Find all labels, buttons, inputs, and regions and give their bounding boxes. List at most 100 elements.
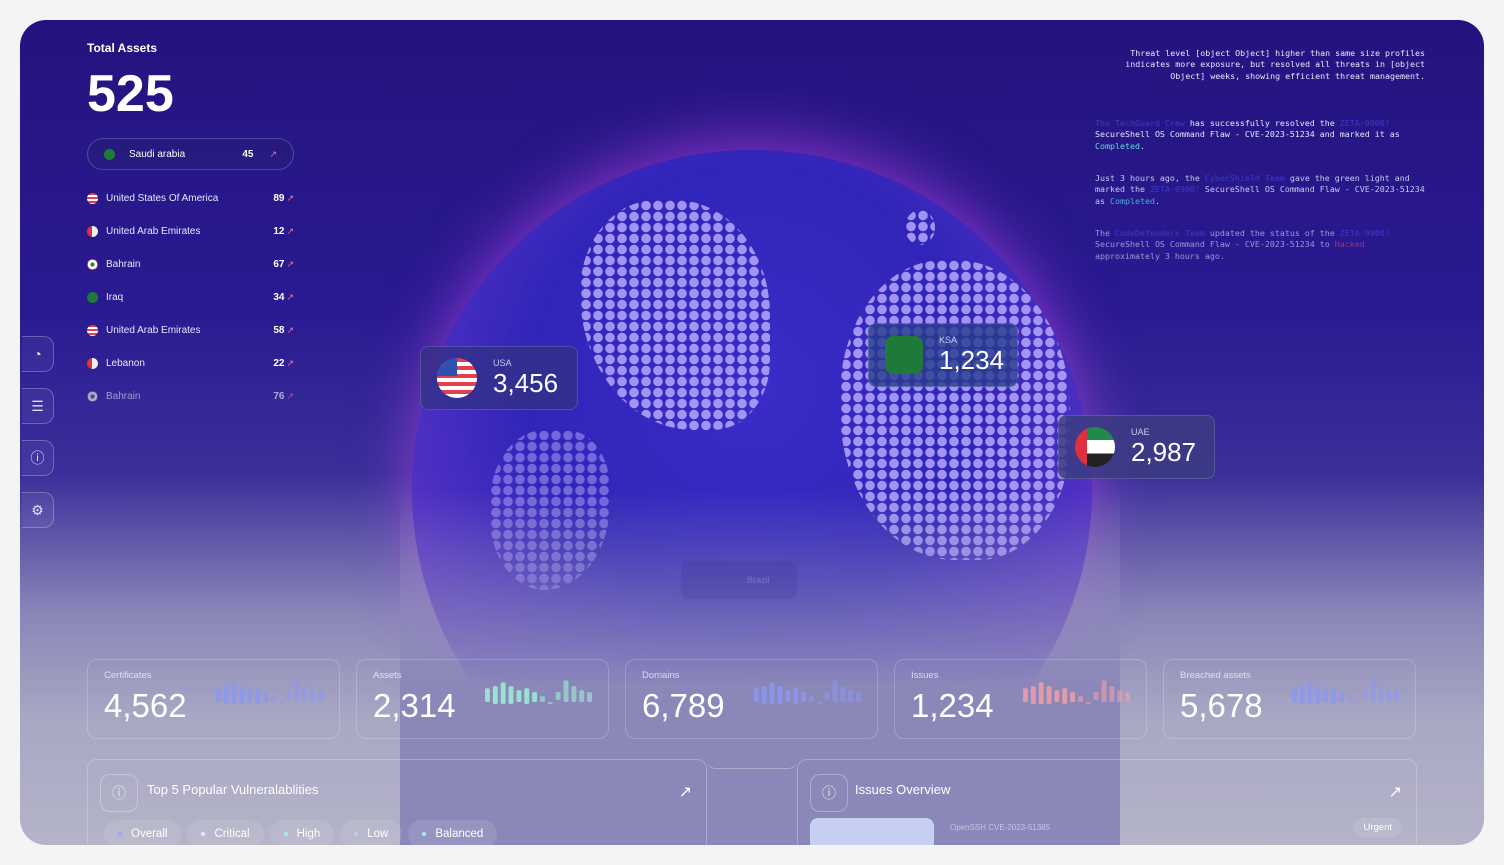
map-card-usa[interactable]: USA 3,456	[420, 346, 578, 410]
stat-label: Domains	[642, 670, 680, 681]
alert-icon: ⓘ	[810, 774, 848, 812]
country-row[interactable]: United Arab Emirates 58 ↗	[87, 322, 294, 338]
sparkline	[754, 680, 862, 704]
spark-bar	[1030, 686, 1036, 704]
log-text: SecureShell OS Command Flaw - CVE-2023-5…	[1095, 239, 1335, 250]
country-value: 12	[273, 225, 285, 237]
uae-flag-icon	[87, 357, 98, 369]
sparkline	[216, 680, 324, 704]
server-nav-button[interactable]: ☰	[22, 388, 54, 424]
spark-bar	[492, 686, 498, 704]
country-row[interactable]: Iraq 34 ↗	[87, 289, 294, 305]
gear-icon: ⚙	[31, 501, 44, 518]
issues-overview-panel: ⓘ Issues Overview ↗ OpenSSH CVE-2023-513…	[797, 759, 1417, 845]
log-text: SecureShell OS Command Flaw - CVE-2023-5…	[1095, 184, 1425, 206]
stat-card-assets[interactable]: Assets 2,314	[356, 659, 609, 739]
map-card-uae[interactable]: UAE 2,987	[1058, 415, 1215, 479]
filter-balanced[interactable]: Balanced	[408, 820, 498, 845]
spark-bar	[216, 688, 221, 702]
map-card-label: KSA	[939, 334, 958, 345]
spark-bar	[1323, 690, 1329, 702]
spark-bar	[1062, 688, 1068, 704]
ticket-id: ZETA-9900!	[1149, 184, 1200, 195]
spark-bar	[579, 690, 585, 702]
expand-arrow-icon[interactable]: ↗	[678, 784, 692, 801]
map-card-value: 2,987	[1131, 436, 1197, 467]
spark-bar	[832, 680, 838, 702]
lebanon-flag-icon	[87, 258, 98, 270]
stat-card-certificates[interactable]: Certificates 4,562	[87, 659, 340, 739]
gear-nav-button[interactable]: ⚙	[22, 492, 54, 528]
country-row[interactable]: United Arab Emirates 12 ↗	[87, 223, 294, 239]
usa-flag-icon	[437, 358, 477, 398]
country-row[interactable]: United States Of America 89 ↗	[87, 190, 294, 206]
dashboard-nav-button[interactable]: ◔	[22, 336, 54, 372]
stat-card-breached-assets[interactable]: Breached assets 5,678	[1163, 659, 1416, 739]
spark-bar	[223, 686, 229, 704]
status-completed: Completed	[1095, 140, 1140, 151]
filter-overall[interactable]: Overall	[104, 820, 182, 845]
filter-low[interactable]: Low	[340, 820, 403, 845]
map-card-label: USA	[493, 357, 512, 368]
map-card-ksa[interactable]: KSA 1,234	[868, 323, 1018, 387]
country-name: United States Of America	[106, 192, 219, 204]
stat-card-domains[interactable]: Domains 6,789	[625, 659, 878, 739]
map-europe-north	[905, 210, 935, 245]
map-card-value: 1,234	[939, 344, 1005, 375]
stat-value: 4,562	[104, 687, 187, 724]
spark-bar	[247, 690, 253, 702]
stat-label: Certificates	[104, 670, 152, 681]
vulnerabilities-panel: ⓘ Top 5 Popular Vulneralablities ↗ Overa…	[87, 759, 707, 845]
stat-card-issues[interactable]: Issues 1,234	[894, 659, 1147, 739]
filter-label: Overall	[131, 828, 168, 840]
log-text: approximately 3 hours ago.	[1095, 250, 1225, 261]
ticket-id: ZETA-9900!	[1339, 118, 1390, 128]
arrow-up-right-icon: ↗	[286, 390, 294, 401]
spark-bar	[1299, 686, 1305, 704]
stat-label: Breached assets	[1180, 670, 1251, 681]
log-entry: The TechGuard Crew has successfully reso…	[1095, 118, 1425, 152]
spark-bar	[816, 701, 822, 704]
country-value: 45	[242, 148, 254, 160]
selected-country[interactable]: Saudi arabia 45 ↗	[87, 138, 294, 170]
country-value: 76	[273, 390, 285, 402]
spark-bar	[785, 690, 791, 702]
country-row[interactable]: Bahrain 76 ↗	[87, 388, 294, 404]
map-card-value: 3,456	[493, 367, 559, 398]
filter-critical[interactable]: Critical	[187, 820, 264, 845]
country-row[interactable]: Bahrain 67 ↗	[87, 256, 294, 272]
spark-bar	[255, 688, 261, 704]
country-value: 67	[273, 258, 285, 270]
threat-summary: Threat level [object Object] higher than…	[1125, 48, 1425, 81]
alert-nav-button[interactable]: ⓘ	[22, 440, 54, 476]
lebanon-flag-icon	[87, 390, 98, 402]
panel-title: Top 5 Popular Vulneralablities	[147, 782, 319, 797]
filter-high[interactable]: High	[269, 820, 335, 845]
spark-bar	[532, 692, 538, 702]
spark-bar	[1085, 701, 1091, 704]
country-name: United Arab Emirates	[106, 225, 201, 237]
spark-bar	[1093, 692, 1099, 701]
spark-bar	[754, 688, 759, 702]
map-card-label: UAE	[1131, 426, 1150, 437]
country-value: 58	[273, 324, 285, 336]
spark-bar	[318, 692, 324, 702]
total-assets-title: Total Assets	[87, 41, 158, 55]
expand-arrow-icon[interactable]: ↗	[1388, 784, 1402, 801]
country-value: 89	[273, 192, 285, 204]
panel-title: Issues Overview	[855, 782, 951, 797]
map-card-brazil[interactable]: Brazil	[680, 560, 798, 600]
team-name: The TechGuard Crew	[1095, 118, 1185, 128]
spark-bar	[1315, 686, 1321, 704]
log-text: Just 3 hours ago, the	[1095, 173, 1205, 183]
spark-bar	[302, 686, 308, 702]
country-name: Saudi arabia	[129, 148, 186, 160]
sparkline	[1292, 680, 1400, 704]
country-row[interactable]: Lebanon 22 ↗	[87, 355, 294, 371]
log-text: .	[1139, 140, 1145, 151]
usa-flag-icon	[87, 192, 98, 204]
country-name: Bahrain	[106, 390, 141, 402]
spark-bar	[1117, 690, 1123, 702]
arrow-up-right-icon: ↗	[286, 357, 294, 368]
log-text: SecureShell OS Command Flaw - CVE-2023-5…	[1095, 129, 1400, 140]
